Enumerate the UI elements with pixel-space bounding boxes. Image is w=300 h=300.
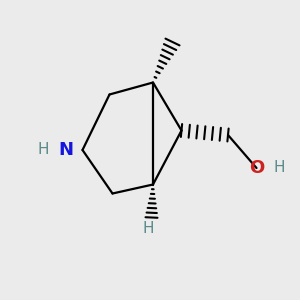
Text: N: N [58,141,74,159]
Text: O: O [249,159,264,177]
Text: H: H [38,142,49,158]
Text: H: H [273,160,285,175]
Text: H: H [143,221,154,236]
